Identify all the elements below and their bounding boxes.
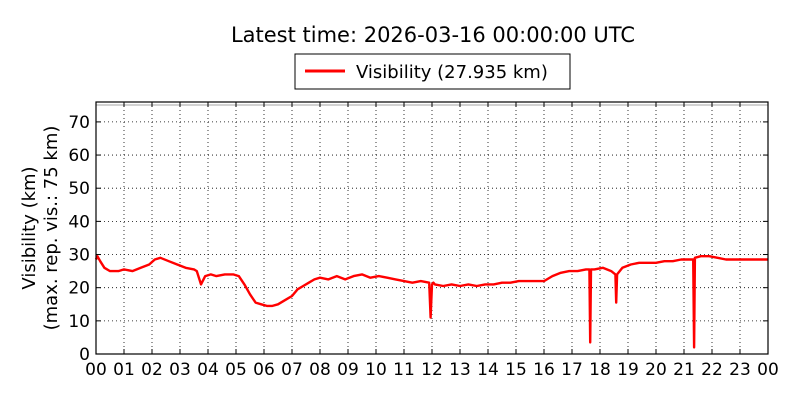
- legend-label: Visibility (27.935 km): [356, 62, 548, 83]
- y-tick-label: 20: [68, 279, 90, 299]
- y-axis-label-secondary: (max. rep. vis.: 75 km): [41, 126, 62, 331]
- x-tick-label: 12: [421, 360, 443, 380]
- chart-title: Latest time: 2026-03-16 00:00:00 UTC: [231, 23, 635, 47]
- x-tick-label: 08: [309, 360, 331, 380]
- x-tick-label: 00: [85, 360, 107, 380]
- y-tick-label: 50: [68, 179, 90, 199]
- series-layer: [94, 255, 768, 349]
- x-tick-label: 11: [393, 360, 415, 380]
- y-tick-label: 30: [68, 246, 90, 266]
- y-axis-label: Visibility (km): [19, 166, 40, 289]
- x-tick-label: 22: [701, 360, 723, 380]
- plot-frame: [95, 101, 769, 355]
- x-tick-label: 15: [505, 360, 527, 380]
- x-tick-label: 20: [645, 360, 667, 380]
- x-tick-label: 18: [589, 360, 611, 380]
- y-tick-label: 10: [68, 312, 90, 332]
- x-tick-label: 10: [365, 360, 387, 380]
- legend: Visibility (27.935 km): [294, 53, 571, 90]
- y-tick-labels: 0 10 20 30 40 50 60 70: [68, 113, 90, 365]
- x-tick-label: 06: [253, 360, 275, 380]
- x-tick-label: 03: [169, 360, 191, 380]
- x-tick-label: 00: [757, 360, 779, 380]
- series-line-visibility: [94, 255, 768, 349]
- x-tick-label: 17: [561, 360, 583, 380]
- tick-marks: [95, 102, 769, 355]
- x-tick-label: 09: [337, 360, 359, 380]
- x-tick-label: 13: [449, 360, 471, 380]
- x-tick-labels: 00 01 02 03 04 05 06 07 08 09 10 11 12 13 14 15 16 17 18 19…: [85, 360, 779, 380]
- x-tick-label: 16: [533, 360, 555, 380]
- x-tick-label: 07: [281, 360, 303, 380]
- x-tick-label: 19: [617, 360, 639, 380]
- x-tick-label: 21: [673, 360, 695, 380]
- x-tick-label: 01: [113, 360, 135, 380]
- y-tick-label: 40: [68, 212, 90, 232]
- y-tick-label: 0: [79, 345, 90, 365]
- x-tick-label: 23: [729, 360, 751, 380]
- grid-lines: [96, 102, 768, 354]
- x-tick-label: 04: [197, 360, 219, 380]
- y-tick-label: 70: [68, 113, 90, 133]
- x-tick-label: 05: [225, 360, 247, 380]
- x-tick-label: 02: [141, 360, 163, 380]
- y-tick-label: 60: [68, 146, 90, 166]
- x-tick-label: 14: [477, 360, 499, 380]
